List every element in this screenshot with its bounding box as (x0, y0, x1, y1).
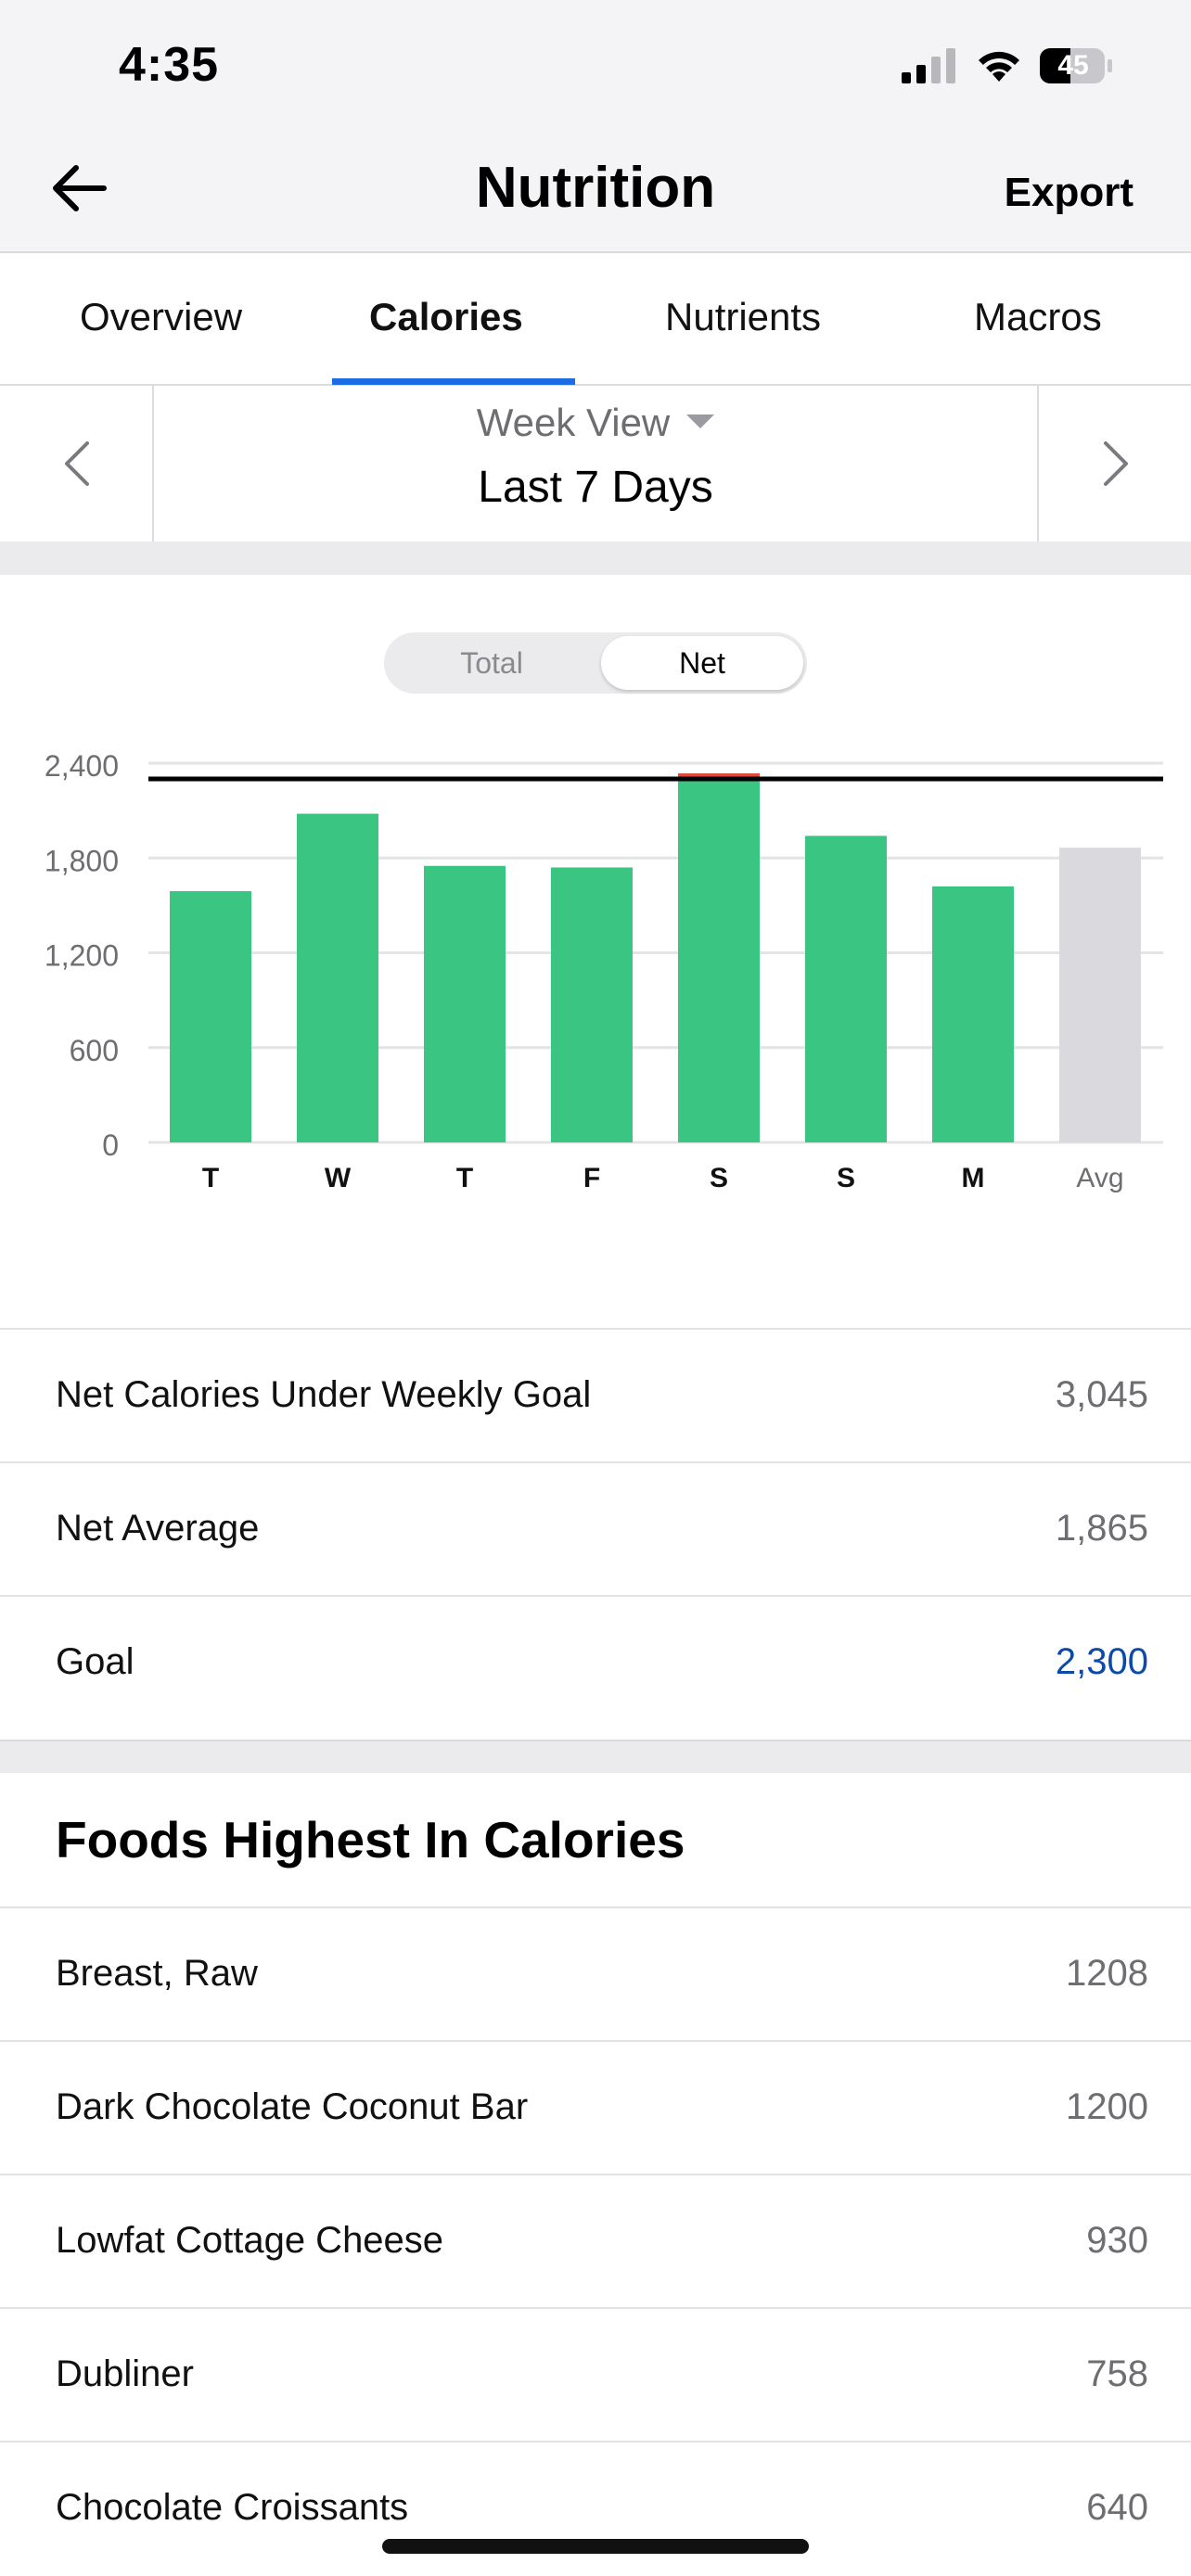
x-day-label: Avg (1076, 1163, 1123, 1193)
food-calories: 1200 (1066, 2086, 1148, 2128)
nav-bar: Nutrition Export (0, 134, 1191, 253)
status-bar: 4:35 45 (0, 0, 1191, 134)
x-day-label: F (583, 1163, 600, 1193)
total-option[interactable]: Total (390, 636, 594, 690)
section-divider (0, 1740, 1191, 1773)
day-bar[interactable] (551, 867, 633, 1142)
stat-row-net-average: Net Average 1,865 (0, 1461, 1191, 1595)
food-calories: 640 (1086, 2487, 1148, 2529)
export-button[interactable]: Export (1005, 170, 1133, 216)
y-tick-label: 0 (102, 1129, 119, 1162)
tab-calories[interactable]: Calories (369, 295, 523, 339)
tab-overview[interactable]: Overview (80, 295, 242, 339)
day-bar[interactable] (805, 835, 887, 1142)
x-day-label: S (710, 1163, 728, 1193)
stat-label: Net Average (56, 1508, 259, 1549)
day-bar[interactable] (678, 773, 760, 1142)
x-day-label: M (962, 1163, 985, 1193)
y-tick-label: 600 (70, 1034, 119, 1067)
active-tab-indicator (332, 378, 575, 385)
net-option[interactable]: Net (601, 636, 803, 690)
food-name: Dubliner (56, 2353, 194, 2395)
chevron-left-icon (59, 440, 96, 488)
day-bar[interactable] (932, 886, 1014, 1142)
average-bar[interactable] (1059, 848, 1141, 1142)
period-mode-dropdown[interactable] (464, 395, 770, 451)
food-name: Dark Chocolate Coconut Bar (56, 2086, 528, 2128)
period-selector: Week View Last 7 Days (0, 386, 1191, 542)
battery-icon: 45 (1039, 46, 1113, 85)
period-range-label: Last 7 Days (0, 462, 1191, 513)
y-tick-label: 1,800 (45, 844, 119, 877)
stat-label: Net Calories Under Weekly Goal (56, 1374, 591, 1416)
stat-row-goal[interactable]: Goal 2,300 (0, 1595, 1191, 1728)
stat-label: Goal (56, 1641, 134, 1683)
cellular-signal-icon (902, 48, 957, 83)
x-day-label: T (456, 1163, 473, 1193)
x-day-label: W (325, 1163, 352, 1193)
calorie-chart-section: Total Net 2,4001,8001,2006000T12W13T14F1… (0, 575, 1191, 1328)
tab-macros[interactable]: Macros (974, 295, 1102, 339)
y-tick-label: 1,200 (45, 939, 119, 973)
food-name: Lowfat Cottage Cheese (56, 2220, 443, 2262)
stat-value: 1,865 (1056, 1508, 1148, 1549)
tab-bar: Overview Calories Nutrients Macros (0, 254, 1191, 386)
food-name: Breast, Raw (56, 1953, 258, 1995)
chevron-right-icon (1096, 440, 1133, 488)
total-net-toggle: Total Net (384, 632, 807, 694)
food-name: Chocolate Croissants (56, 2487, 408, 2529)
food-calories: 758 (1086, 2353, 1148, 2395)
stat-value: 3,045 (1056, 1374, 1148, 1416)
section-divider (0, 542, 1191, 575)
x-day-label: S (837, 1163, 855, 1193)
status-time: 4:35 (119, 37, 219, 93)
x-day-label: T (202, 1163, 219, 1193)
food-row[interactable]: Lowfat Cottage Cheese 930 (0, 2174, 1191, 2307)
stat-row-under-goal: Net Calories Under Weekly Goal 3,045 (0, 1328, 1191, 1461)
calorie-bar-chart: 2,4001,8001,2006000T12W13T14F15S16S17M18… (0, 714, 1191, 1196)
food-row[interactable]: Dubliner 758 (0, 2307, 1191, 2441)
day-bar[interactable] (297, 814, 378, 1142)
food-row[interactable]: Dark Chocolate Coconut Bar 1200 (0, 2040, 1191, 2174)
back-arrow-icon[interactable] (48, 160, 111, 216)
day-bar[interactable] (424, 866, 506, 1142)
foods-header: Foods Highest In Calories (0, 1773, 1191, 1906)
food-row[interactable]: Breast, Raw 1208 (0, 1906, 1191, 2040)
food-calories: 1208 (1066, 1953, 1148, 1995)
tab-nutrients[interactable]: Nutrients (665, 295, 821, 339)
food-calories: 930 (1086, 2220, 1148, 2262)
wifi-icon (974, 45, 1024, 83)
section-title: Foods Highest In Calories (56, 1810, 685, 1869)
battery-level: 45 (1041, 50, 1106, 82)
next-period-button[interactable] (1037, 386, 1191, 542)
goal-value[interactable]: 2,300 (1056, 1641, 1148, 1683)
home-indicator (382, 2539, 809, 2554)
food-row[interactable]: Chocolate Croissants 640 (0, 2441, 1191, 2574)
y-tick-label: 2,400 (45, 749, 119, 783)
day-bar[interactable] (170, 891, 251, 1142)
